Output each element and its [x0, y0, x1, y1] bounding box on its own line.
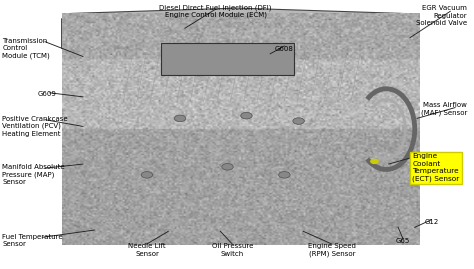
- Text: G608: G608: [275, 46, 294, 52]
- FancyBboxPatch shape: [256, 183, 313, 231]
- Text: Engine Speed
(RPM) Sensor: Engine Speed (RPM) Sensor: [308, 243, 356, 257]
- Polygon shape: [62, 8, 417, 48]
- FancyBboxPatch shape: [104, 59, 370, 242]
- Text: Manifold Absolute
Pressure (MAP)
Sensor: Manifold Absolute Pressure (MAP) Sensor: [2, 164, 65, 185]
- FancyBboxPatch shape: [104, 108, 152, 129]
- Circle shape: [293, 118, 304, 124]
- FancyBboxPatch shape: [327, 118, 365, 145]
- FancyBboxPatch shape: [142, 110, 209, 156]
- Text: EGR Vacuum
Regulator
Solenoid Valve: EGR Vacuum Regulator Solenoid Valve: [416, 5, 467, 26]
- Text: G12: G12: [424, 219, 438, 225]
- Circle shape: [371, 159, 378, 164]
- Text: G609: G609: [38, 91, 57, 97]
- Circle shape: [279, 172, 290, 178]
- FancyBboxPatch shape: [114, 178, 180, 231]
- Text: Needle Lift
Sensor: Needle Lift Sensor: [128, 243, 166, 257]
- Text: G65: G65: [396, 238, 410, 244]
- FancyBboxPatch shape: [161, 43, 294, 75]
- FancyBboxPatch shape: [190, 183, 246, 231]
- Circle shape: [174, 115, 186, 122]
- FancyBboxPatch shape: [223, 110, 318, 151]
- Text: Fuel Temperature
Sensor: Fuel Temperature Sensor: [2, 234, 63, 247]
- Circle shape: [222, 164, 233, 170]
- Circle shape: [141, 172, 153, 178]
- Text: Oil Pressure
Switch: Oil Pressure Switch: [211, 243, 253, 257]
- Text: Mass Airflow
(MAF) Sensor: Mass Airflow (MAF) Sensor: [420, 102, 467, 116]
- Text: Engine
Coolant
Temperature
(ECT) Sensor: Engine Coolant Temperature (ECT) Sensor: [412, 153, 460, 182]
- FancyBboxPatch shape: [322, 188, 360, 231]
- Text: Transmission
Control
Module (TCM): Transmission Control Module (TCM): [2, 38, 50, 59]
- Text: Positive Crankcase
Ventilation (PCV)
Heating Element: Positive Crankcase Ventilation (PCV) Hea…: [2, 116, 68, 137]
- FancyBboxPatch shape: [118, 54, 356, 102]
- Circle shape: [241, 112, 252, 119]
- Text: Diesel Direct Fuel Injection (DFI)
Engine Control Module (ECM): Diesel Direct Fuel Injection (DFI) Engin…: [159, 4, 272, 18]
